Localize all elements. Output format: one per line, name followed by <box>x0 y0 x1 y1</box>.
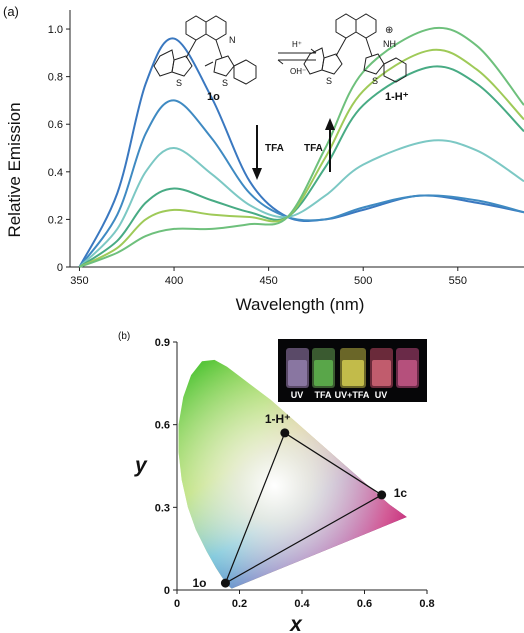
cie-y-tick-label: 0 <box>164 585 170 597</box>
cie-x-tick-label: 0.6 <box>357 598 372 610</box>
cie-y-ticks: 0 0.3 0.6 0.9 <box>155 337 177 597</box>
cie-y-label: y <box>134 454 148 477</box>
equilibrium-bottom-label: OH⁻ <box>290 67 306 76</box>
x-ticks: 350 400 450 500 550 <box>70 267 467 287</box>
y-tick-label: 0.2 <box>48 214 63 226</box>
cie-x-label: x <box>289 613 303 633</box>
y-axis-label: Relative Emission <box>5 102 24 237</box>
cie-points: 1o 1-H⁺ 1c <box>192 412 407 590</box>
triangle-outline <box>224 432 383 585</box>
y-tick-label: 0.8 <box>48 72 63 84</box>
cie-x-tick-label: 0 <box>174 598 180 610</box>
vial-label-2: TFA <box>315 390 332 400</box>
ring-nh: NH <box>383 39 396 49</box>
cie-x-tick-label: 0.2 <box>232 598 247 610</box>
x-tick-label: 500 <box>354 275 372 287</box>
cie-y-tick-label: 0.3 <box>155 502 170 514</box>
cie-gamut <box>178 359 407 589</box>
cie-y-tick-label: 0.6 <box>155 420 170 432</box>
tfa-up-label: TFA <box>304 143 323 154</box>
panel-b-label: (b) <box>118 331 130 342</box>
point-label-3: 1c <box>394 486 408 500</box>
molecule-1o-label: 1o <box>207 91 220 103</box>
x-tick-label: 450 <box>259 275 277 287</box>
molecule-1h-structure <box>303 13 407 83</box>
molecule-1h-label: 1-H⁺ <box>385 91 409 103</box>
cie-x-ticks: 0 0.2 0.4 0.6 0.8 <box>174 590 435 610</box>
emission-line-3 <box>78 139 524 268</box>
y-tick-label: 0.4 <box>48 167 63 179</box>
tfa-down-label: TFA <box>265 143 284 154</box>
point-2 <box>280 428 290 438</box>
vial-label-1: UV <box>291 390 304 400</box>
x-tick-label: 400 <box>165 275 183 287</box>
y-ticks: 0 0.2 0.4 0.6 0.8 1.0 <box>48 24 70 274</box>
emission-line-5 <box>79 48 524 268</box>
emission-line-4 <box>78 65 524 268</box>
cie-x-tick-label: 0.4 <box>294 598 310 610</box>
x-tick-label: 550 <box>449 275 467 287</box>
sulfur-atom-1: S <box>176 78 182 88</box>
ring-nitrogen: N <box>229 35 236 45</box>
cie-chart: 0 0.3 0.6 0.9 0 0.2 0.4 0.6 0.8 1o 1-H⁺ 1c y x <box>134 337 435 633</box>
molecule-1o-structure <box>153 15 257 85</box>
color-triangle <box>224 432 383 585</box>
emission-series <box>78 26 524 268</box>
cie-x-tick-label: 0.8 <box>419 598 434 610</box>
y-tick-label: 1.0 <box>48 24 63 36</box>
vial-photo-labels: UV TFA UV+TFA UV <box>291 390 388 400</box>
point-label-2: 1-H⁺ <box>265 412 291 426</box>
equilibrium-arrows <box>277 48 317 65</box>
vial-label-3: UV+TFA <box>335 390 370 400</box>
point-1 <box>220 578 230 588</box>
point-3 <box>377 490 387 500</box>
gamut-white <box>178 359 407 589</box>
cie-y-tick-label: 0.9 <box>155 337 170 349</box>
emission-line-2 <box>78 99 524 268</box>
emission-chart: 0 0.2 0.4 0.6 0.8 1.0 350 400 450 500 550 Relativ… <box>5 10 524 314</box>
sulfur-atom-4: S <box>372 76 378 86</box>
vial-label-4: UV <box>375 390 388 400</box>
tfa-arrow-down <box>252 125 262 180</box>
sulfur-atom-2: S <box>222 78 228 88</box>
sulfur-atom-3: S <box>326 76 332 86</box>
point-label-1: 1o <box>192 576 206 590</box>
tfa-arrow-up <box>325 118 335 172</box>
panel-a-label: (a) <box>3 4 19 19</box>
emission-line-6 <box>79 26 524 268</box>
vial-photo <box>278 339 427 402</box>
x-tick-label: 350 <box>70 275 88 287</box>
equilibrium-top-label: H⁺ <box>292 40 302 49</box>
x-axis-label: Wavelength (nm) <box>236 295 365 314</box>
y-tick-label: 0.6 <box>48 119 63 131</box>
y-tick-label: 0 <box>57 262 63 274</box>
ring-charge: ⊕ <box>385 25 393 36</box>
